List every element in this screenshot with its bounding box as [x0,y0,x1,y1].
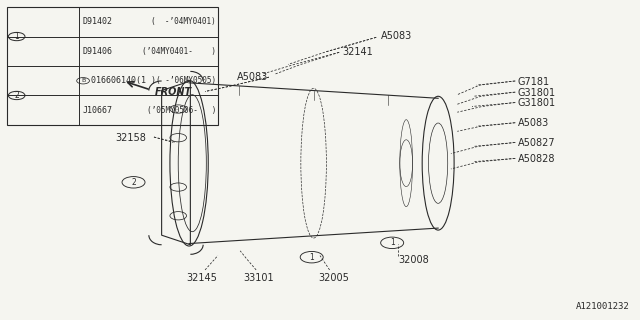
Text: 32158: 32158 [116,133,147,143]
Text: A121001232: A121001232 [576,302,630,311]
Text: 1: 1 [390,238,394,247]
Text: FRONT: FRONT [156,87,193,98]
Text: 2: 2 [14,91,19,100]
Text: A5083: A5083 [518,118,549,128]
Text: ( -’06MY0505): ( -’06MY0505) [156,76,216,85]
Bar [7,7,218,125]
Text: D91402: D91402 [83,17,113,26]
Text: J10667: J10667 [83,106,113,115]
Text: A50827: A50827 [518,138,556,148]
Text: G31801: G31801 [518,88,556,98]
Text: 32145: 32145 [186,273,217,283]
Text: (’04MY0401-    ): (’04MY0401- ) [142,47,216,56]
Text: (’05MY0506-   ): (’05MY0506- ) [147,106,216,115]
Text: 32005: 32005 [319,273,349,283]
Text: 33101: 33101 [243,273,274,283]
Text: 2: 2 [131,178,136,187]
Text: (  -’04MY0401): ( -’04MY0401) [151,17,216,26]
Text: A5083: A5083 [381,31,412,41]
Text: 32008: 32008 [398,255,429,265]
Text: A5083: A5083 [237,72,268,82]
Text: 1: 1 [309,253,314,262]
Text: G31801: G31801 [518,98,556,108]
Text: 016606140(1 ): 016606140(1 ) [92,76,156,85]
Text: 32141: 32141 [342,47,373,57]
Text: B: B [81,78,85,83]
Text: A50828: A50828 [518,154,556,164]
Text: D91406: D91406 [83,47,113,56]
Text: G7181: G7181 [518,77,550,87]
Text: 1: 1 [14,32,19,41]
